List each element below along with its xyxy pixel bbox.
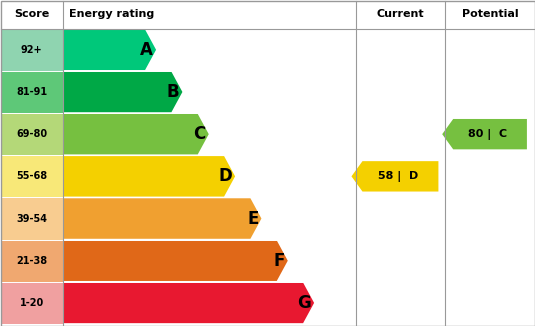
Text: E: E bbox=[247, 210, 258, 228]
Bar bbox=[1, 71, 63, 113]
Text: 69-80: 69-80 bbox=[16, 129, 47, 139]
Text: Score: Score bbox=[14, 9, 49, 19]
Text: 21-38: 21-38 bbox=[16, 256, 47, 266]
Text: 55-68: 55-68 bbox=[16, 171, 47, 181]
Text: Potential: Potential bbox=[462, 9, 518, 19]
Text: 92+: 92+ bbox=[21, 45, 42, 55]
Text: 1-20: 1-20 bbox=[19, 298, 44, 308]
Bar bbox=[1, 282, 63, 324]
Text: 58 |  D: 58 | D bbox=[378, 171, 418, 182]
Bar bbox=[1, 240, 63, 282]
Text: D: D bbox=[218, 167, 232, 185]
Bar bbox=[1, 113, 63, 155]
Polygon shape bbox=[351, 161, 438, 192]
Polygon shape bbox=[63, 72, 182, 112]
Text: Current: Current bbox=[377, 9, 424, 19]
Text: Energy rating: Energy rating bbox=[69, 9, 155, 19]
Text: B: B bbox=[167, 83, 179, 101]
Text: 39-54: 39-54 bbox=[16, 214, 47, 224]
Text: F: F bbox=[273, 252, 285, 270]
Polygon shape bbox=[63, 283, 314, 323]
Text: 81-91: 81-91 bbox=[16, 87, 47, 97]
Text: C: C bbox=[194, 125, 206, 143]
Bar bbox=[1, 198, 63, 240]
Polygon shape bbox=[63, 30, 156, 70]
Polygon shape bbox=[63, 156, 235, 197]
Text: G: G bbox=[297, 294, 311, 312]
Polygon shape bbox=[63, 241, 288, 281]
Bar bbox=[1, 29, 63, 71]
Text: 80 |  C: 80 | C bbox=[468, 129, 507, 140]
Polygon shape bbox=[63, 114, 209, 155]
Text: A: A bbox=[140, 41, 153, 59]
Polygon shape bbox=[63, 198, 262, 239]
Bar bbox=[1, 155, 63, 198]
Polygon shape bbox=[442, 119, 527, 149]
